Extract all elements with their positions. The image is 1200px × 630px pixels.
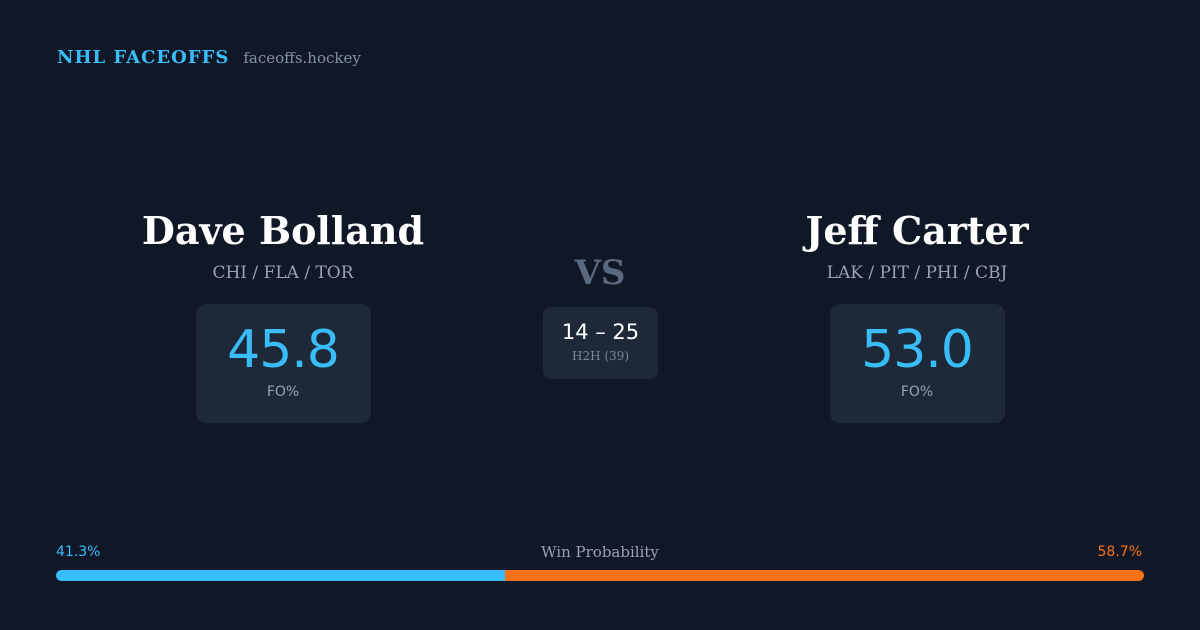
player-right-teams: LAK / PIT / PHI / CBJ (826, 263, 1008, 283)
brand-name: NHL FACEOFFS (57, 47, 230, 68)
player-left-fo-label: FO% (266, 384, 300, 400)
player-left-fo-value: 45.8 (227, 320, 340, 380)
player-right-fo-value: 53.0 (861, 320, 974, 380)
win-probability-title: Win Probability (541, 543, 659, 561)
win-probability-right: 58.7% (1097, 544, 1142, 560)
win-probability-fill-left (56, 570, 506, 581)
player-right-fo-card: 53.0 FO% (829, 304, 1005, 423)
player-right-name: Jeff Carter (805, 208, 1029, 253)
win-probability-left: 41.3% (56, 544, 101, 560)
player-left-name: Dave Bolland (141, 208, 425, 253)
head-to-head-card: 14 – 25 H2H (39) (543, 307, 658, 379)
player-left-teams: CHI / FLA / TOR (212, 263, 354, 283)
head-to-head-score: 14 – 25 (561, 320, 640, 344)
win-probability-bar (56, 570, 1144, 581)
player-left: Dave Bolland CHI / FLA / TOR 45.8 FO% (73, 205, 493, 423)
brand-url: faceoffs.hockey (243, 49, 361, 67)
win-probability-fill-right (505, 570, 1144, 581)
versus-label: VS (574, 253, 626, 293)
brand-header: NHL FACEOFFS faceoffs.hockey (57, 47, 361, 75)
head-to-head-label: H2H (39) (571, 349, 629, 363)
player-right: Jeff Carter LAK / PIT / PHI / CBJ 53.0 F… (707, 205, 1127, 423)
player-left-fo-card: 45.8 FO% (195, 304, 371, 423)
player-right-fo-label: FO% (900, 384, 934, 400)
